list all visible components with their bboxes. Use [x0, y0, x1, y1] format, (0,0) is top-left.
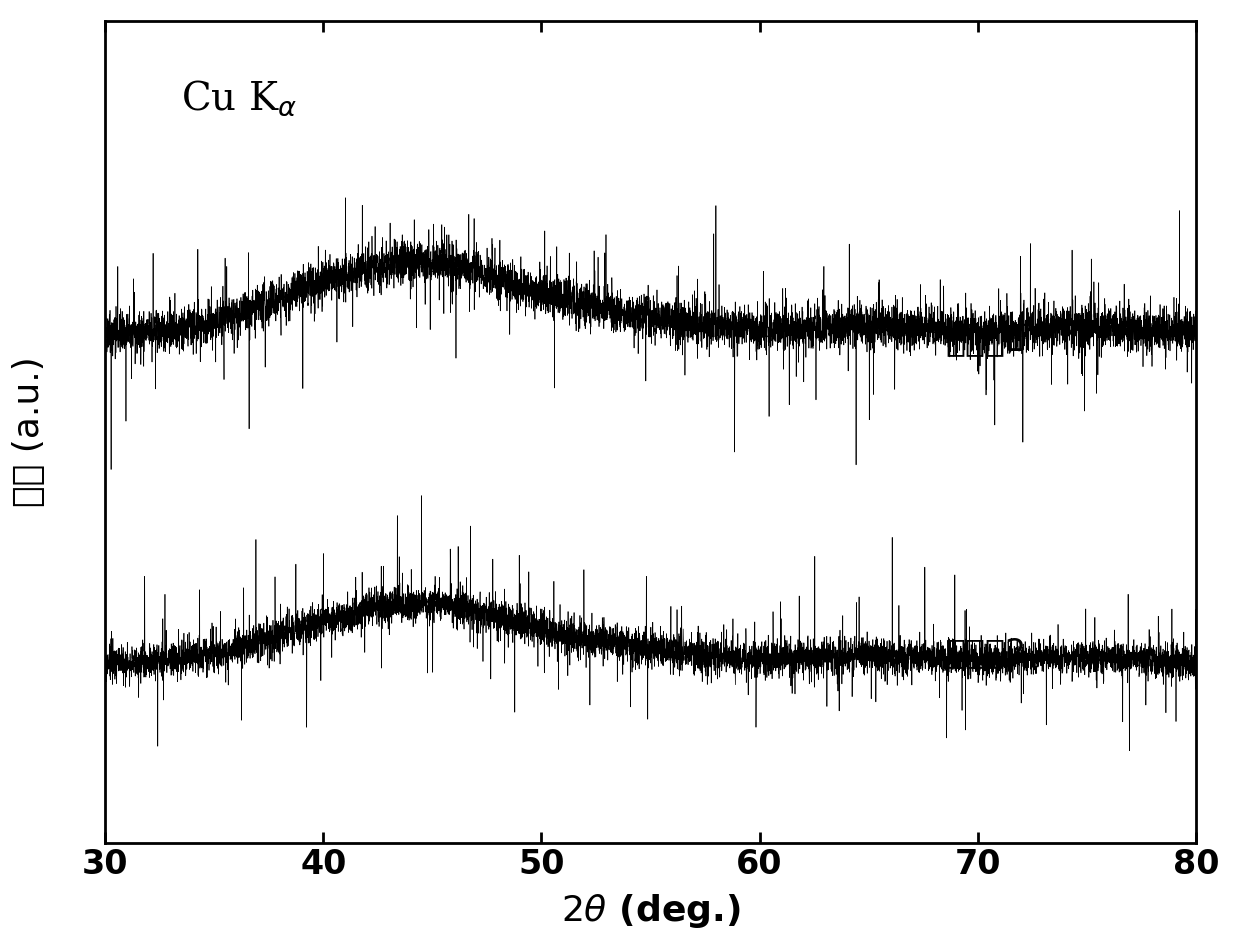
Text: 强度 (a.u.): 强度 (a.u.) [11, 357, 46, 508]
Text: Cu K$_\alpha$: Cu K$_\alpha$ [181, 78, 298, 118]
X-axis label: $2\theta$ (deg.): $2\theta$ (deg.) [560, 892, 740, 930]
Text: 实施例1: 实施例1 [945, 323, 1027, 357]
Text: 实施例2: 实施例2 [945, 636, 1027, 670]
